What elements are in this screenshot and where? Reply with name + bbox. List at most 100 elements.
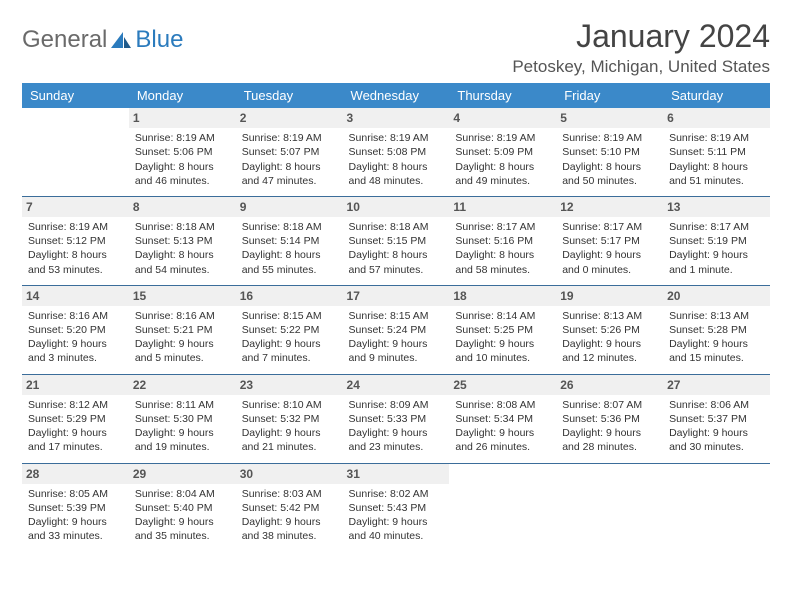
calendar-cell bbox=[663, 463, 770, 551]
calendar-cell: 11Sunrise: 8:17 AMSunset: 5:16 PMDayligh… bbox=[449, 196, 556, 285]
day-info: Sunrise: 8:18 AMSunset: 5:14 PMDaylight:… bbox=[242, 220, 337, 277]
day-info: Sunrise: 8:03 AMSunset: 5:42 PMDaylight:… bbox=[242, 487, 337, 544]
day-info: Sunrise: 8:15 AMSunset: 5:22 PMDaylight:… bbox=[242, 309, 337, 366]
calendar-week-row: 1Sunrise: 8:19 AMSunset: 5:06 PMDaylight… bbox=[22, 108, 770, 196]
calendar-cell: 3 Sunrise: 8:19 AMSunset: 5:08 PMDaylight… bbox=[343, 108, 450, 196]
day-header: Thursday bbox=[449, 83, 556, 108]
day-info: Sunrise: 8:11 AMSunset: 5:30 PMDaylight:… bbox=[135, 398, 230, 455]
calendar-week-row: 7 Sunrise: 8:19 AMSunset: 5:12 PMDaylight… bbox=[22, 196, 770, 285]
day-number: 3 bbox=[343, 108, 450, 128]
calendar-cell: 16 Sunrise: 8:15 AMSunset: 5:22 PMDayligh… bbox=[236, 285, 343, 374]
day-info: Sunrise: 8:19 AMSunset: 5:09 PMDaylight:… bbox=[455, 131, 550, 188]
calendar-cell: 25 Sunrise: 8:08 AMSunset: 5:34 PMDayligh… bbox=[449, 374, 556, 463]
calendar-table: Sunday Monday Tuesday Wednesday Thursday… bbox=[22, 83, 770, 551]
day-info: Sunrise: 8:19 AMSunset: 5:07 PMDaylight:… bbox=[242, 131, 337, 188]
calendar-cell: 22 Sunrise: 8:11 AMSunset: 5:30 PMDayligh… bbox=[129, 374, 236, 463]
day-info: Sunrise: 8:04 AMSunset: 5:40 PMDaylight:… bbox=[135, 487, 230, 544]
day-number: 26 bbox=[556, 375, 663, 395]
day-number: 30 bbox=[236, 464, 343, 484]
day-number: 15 bbox=[129, 286, 236, 306]
day-number: 28 bbox=[22, 464, 129, 484]
day-header: Tuesday bbox=[236, 83, 343, 108]
calendar-cell: 1Sunrise: 8:19 AMSunset: 5:06 PMDaylight… bbox=[129, 108, 236, 196]
calendar-cell: 6 Sunrise: 8:19 AMSunset: 5:11 PMDaylight… bbox=[663, 108, 770, 196]
day-header: Wednesday bbox=[343, 83, 450, 108]
calendar-cell: 10 Sunrise: 8:18 AMSunset: 5:15 PMDayligh… bbox=[343, 196, 450, 285]
calendar-week-row: 28 Sunrise: 8:05 AMSunset: 5:39 PMDayligh… bbox=[22, 463, 770, 551]
day-header: Monday bbox=[129, 83, 236, 108]
logo-text-general: General bbox=[22, 26, 107, 54]
day-number: 17 bbox=[343, 286, 450, 306]
day-number: 27 bbox=[663, 375, 770, 395]
day-number: 18 bbox=[449, 286, 556, 306]
day-info: Sunrise: 8:14 AMSunset: 5:25 PMDaylight:… bbox=[455, 309, 550, 366]
logo-text-blue: Blue bbox=[135, 26, 183, 54]
calendar-cell: 5 Sunrise: 8:19 AMSunset: 5:10 PMDaylight… bbox=[556, 108, 663, 196]
calendar-cell bbox=[22, 108, 129, 196]
calendar-cell: 14 Sunrise: 8:16 AMSunset: 5:20 PMDayligh… bbox=[22, 285, 129, 374]
day-info: Sunrise: 8:16 AMSunset: 5:20 PMDaylight:… bbox=[28, 309, 123, 366]
calendar-cell: 24Sunrise: 8:09 AMSunset: 5:33 PMDayligh… bbox=[343, 374, 450, 463]
day-info: Sunrise: 8:19 AMSunset: 5:12 PMDaylight:… bbox=[28, 220, 123, 277]
calendar-cell: 17Sunrise: 8:15 AMSunset: 5:24 PMDayligh… bbox=[343, 285, 450, 374]
day-info: Sunrise: 8:13 AMSunset: 5:26 PMDaylight:… bbox=[562, 309, 657, 366]
day-number: 13 bbox=[663, 197, 770, 217]
calendar-cell: 13 Sunrise: 8:17 AMSunset: 5:19 PMDayligh… bbox=[663, 196, 770, 285]
calendar-week-row: 21Sunrise: 8:12 AMSunset: 5:29 PMDayligh… bbox=[22, 374, 770, 463]
day-number: 21 bbox=[22, 375, 129, 395]
day-number: 5 bbox=[556, 108, 663, 128]
calendar-cell: 21Sunrise: 8:12 AMSunset: 5:29 PMDayligh… bbox=[22, 374, 129, 463]
day-number: 8 bbox=[129, 197, 236, 217]
day-info: Sunrise: 8:19 AMSunset: 5:10 PMDaylight:… bbox=[562, 131, 657, 188]
calendar-cell: 19Sunrise: 8:13 AMSunset: 5:26 PMDayligh… bbox=[556, 285, 663, 374]
day-number: 29 bbox=[129, 464, 236, 484]
day-number: 16 bbox=[236, 286, 343, 306]
title-block: January 2024 Petoskey, Michigan, United … bbox=[512, 18, 770, 77]
calendar-cell: 26 Sunrise: 8:07 AMSunset: 5:36 PMDayligh… bbox=[556, 374, 663, 463]
calendar-cell: 2 Sunrise: 8:19 AMSunset: 5:07 PMDaylight… bbox=[236, 108, 343, 196]
day-info: Sunrise: 8:05 AMSunset: 5:39 PMDaylight:… bbox=[28, 487, 123, 544]
day-number: 20 bbox=[663, 286, 770, 306]
calendar-cell: 12Sunrise: 8:17 AMSunset: 5:17 PMDayligh… bbox=[556, 196, 663, 285]
day-number: 22 bbox=[129, 375, 236, 395]
day-number: 6 bbox=[663, 108, 770, 128]
logo-sail-icon bbox=[109, 30, 133, 50]
day-info: Sunrise: 8:19 AMSunset: 5:11 PMDaylight:… bbox=[669, 131, 764, 188]
calendar-cell: 27 Sunrise: 8:06 AMSunset: 5:37 PMDayligh… bbox=[663, 374, 770, 463]
day-number: 25 bbox=[449, 375, 556, 395]
day-number: 11 bbox=[449, 197, 556, 217]
month-title: January 2024 bbox=[512, 18, 770, 55]
day-info: Sunrise: 8:08 AMSunset: 5:34 PMDaylight:… bbox=[455, 398, 550, 455]
day-info: Sunrise: 8:02 AMSunset: 5:43 PMDaylight:… bbox=[349, 487, 444, 544]
calendar-cell: 7 Sunrise: 8:19 AMSunset: 5:12 PMDaylight… bbox=[22, 196, 129, 285]
day-number: 7 bbox=[22, 197, 129, 217]
calendar-cell: 20Sunrise: 8:13 AMSunset: 5:28 PMDayligh… bbox=[663, 285, 770, 374]
calendar-cell bbox=[556, 463, 663, 551]
calendar-cell: 23Sunrise: 8:10 AMSunset: 5:32 PMDayligh… bbox=[236, 374, 343, 463]
day-number: 9 bbox=[236, 197, 343, 217]
day-info: Sunrise: 8:09 AMSunset: 5:33 PMDaylight:… bbox=[349, 398, 444, 455]
day-number: 14 bbox=[22, 286, 129, 306]
day-info: Sunrise: 8:17 AMSunset: 5:19 PMDaylight:… bbox=[669, 220, 764, 277]
day-info: Sunrise: 8:10 AMSunset: 5:32 PMDaylight:… bbox=[242, 398, 337, 455]
logo: General Blue bbox=[22, 18, 183, 54]
calendar-cell: 15 Sunrise: 8:16 AMSunset: 5:21 PMDayligh… bbox=[129, 285, 236, 374]
day-info: Sunrise: 8:18 AMSunset: 5:15 PMDaylight:… bbox=[349, 220, 444, 277]
day-header: Saturday bbox=[663, 83, 770, 108]
day-info: Sunrise: 8:19 AMSunset: 5:08 PMDaylight:… bbox=[349, 131, 444, 188]
calendar-cell: 30 Sunrise: 8:03 AMSunset: 5:42 PMDayligh… bbox=[236, 463, 343, 551]
day-info: Sunrise: 8:07 AMSunset: 5:36 PMDaylight:… bbox=[562, 398, 657, 455]
calendar-cell bbox=[449, 463, 556, 551]
day-number: 31 bbox=[343, 464, 450, 484]
day-number: 4 bbox=[449, 108, 556, 128]
calendar-cell: 9 Sunrise: 8:18 AMSunset: 5:14 PMDaylight… bbox=[236, 196, 343, 285]
day-header: Friday bbox=[556, 83, 663, 108]
calendar-cell: 18 Sunrise: 8:14 AMSunset: 5:25 PMDayligh… bbox=[449, 285, 556, 374]
calendar-week-row: 14 Sunrise: 8:16 AMSunset: 5:20 PMDayligh… bbox=[22, 285, 770, 374]
calendar-cell: 31 Sunrise: 8:02 AMSunset: 5:43 PMDayligh… bbox=[343, 463, 450, 551]
day-number: 10 bbox=[343, 197, 450, 217]
day-info: Sunrise: 8:16 AMSunset: 5:21 PMDaylight:… bbox=[135, 309, 230, 366]
day-info: Sunrise: 8:18 AMSunset: 5:13 PMDaylight:… bbox=[135, 220, 230, 277]
day-info: Sunrise: 8:06 AMSunset: 5:37 PMDaylight:… bbox=[669, 398, 764, 455]
day-number: 2 bbox=[236, 108, 343, 128]
